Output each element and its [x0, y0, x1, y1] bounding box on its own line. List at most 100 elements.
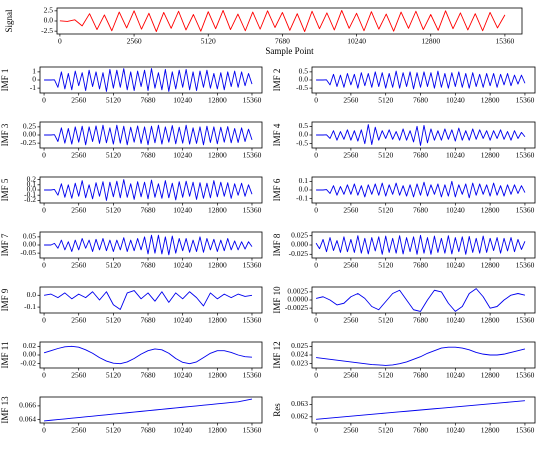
- x-tick-label: 7680: [413, 371, 428, 380]
- y-tick-label: 0.063: [291, 399, 308, 408]
- y-tick-label: -0.5: [296, 138, 308, 147]
- x-tick-label: 2560: [71, 261, 86, 270]
- y-axis-label: IMF 4: [272, 123, 282, 146]
- y-axis-label: IMF 9: [0, 288, 10, 311]
- x-tick-label: 12800: [208, 426, 227, 435]
- signal-line: [44, 124, 253, 146]
- signal-line: [43, 290, 253, 310]
- y-axis-label: IMF 8: [272, 233, 282, 256]
- y-axis-label: IMF 13: [0, 396, 10, 424]
- x-tick-label: 5120: [378, 206, 393, 215]
- y-tick-label: -0.25: [20, 138, 36, 147]
- y-tick-label: 0.0: [27, 185, 37, 194]
- signal-line: [315, 288, 526, 312]
- x-tick-label: 5120: [378, 151, 393, 160]
- x-tick-label: 7680: [141, 261, 156, 270]
- x-tick-label: 5120: [106, 151, 121, 160]
- x-tick-label: 5120: [106, 316, 121, 325]
- x-tick-label: 7680: [141, 316, 156, 325]
- x-tick-label: 2560: [343, 316, 358, 325]
- x-tick-label: 10240: [446, 316, 465, 325]
- x-tick-label: 12800: [208, 151, 227, 160]
- x-tick-label: 12800: [481, 371, 500, 380]
- y-tick-label: -0.0025: [285, 303, 308, 312]
- x-tick-label: 15360: [243, 151, 262, 160]
- y-tick-label: -0.05: [20, 248, 36, 257]
- y-tick-label: 0.25: [23, 122, 36, 131]
- y-tick-label: 0.0025: [287, 287, 308, 296]
- y-axis-label: IMF 1: [0, 69, 10, 92]
- y-tick-label: 0: [32, 75, 36, 84]
- x-tick-label: 0: [58, 37, 62, 46]
- x-tick-label: 5120: [378, 371, 393, 380]
- x-tick-label: 2560: [343, 371, 358, 380]
- y-tick-label: -0.02: [20, 358, 36, 367]
- signal-line: [44, 68, 253, 92]
- signal-line: [316, 346, 526, 366]
- y-axis-label: Res: [272, 403, 282, 417]
- signal-line: [43, 345, 253, 365]
- y-tick-label: 2.5: [44, 6, 54, 15]
- x-tick-label: 5120: [378, 316, 393, 325]
- x-tick-label: 7680: [275, 37, 290, 46]
- x-tick-label: 15360: [516, 316, 535, 325]
- y-axis-label: IMF 7: [0, 233, 10, 256]
- x-tick-label: 12800: [208, 96, 227, 105]
- y-tick-label: 0.0000: [287, 295, 308, 304]
- y-tick-label: 0.064: [19, 414, 36, 423]
- x-tick-label: 7680: [141, 426, 156, 435]
- y-axis-label: IMF 11: [0, 342, 10, 369]
- x-tick-label: 5120: [378, 426, 393, 435]
- y-tick-label: 0.023: [291, 358, 308, 367]
- y-axis-label: IMF 6: [272, 178, 282, 201]
- x-tick-label: 2560: [343, 96, 358, 105]
- x-tick-label: 15360: [516, 206, 535, 215]
- x-tick-label: 15360: [243, 316, 262, 325]
- x-tick-label: 15360: [243, 426, 262, 435]
- y-axis-label: IMF 10: [272, 286, 282, 314]
- x-tick-label: 7680: [413, 316, 428, 325]
- x-tick-label: 10240: [446, 206, 465, 215]
- x-tick-label: 2560: [71, 206, 86, 215]
- signal-line: [316, 70, 526, 90]
- x-tick-label: 10240: [446, 261, 465, 270]
- x-tick-label: 15360: [516, 261, 535, 270]
- x-tick-label: 12800: [208, 371, 227, 380]
- x-tick-label: 10240: [446, 151, 465, 160]
- y-tick-label: 0.0: [299, 130, 309, 139]
- axes-frame: [39, 396, 263, 424]
- x-tick-label: 12800: [481, 426, 500, 435]
- x-tick-label: 12800: [208, 261, 227, 270]
- x-tick-label: 15360: [516, 96, 535, 105]
- y-tick-label: -0.2: [24, 195, 36, 204]
- axes-frame: [39, 286, 263, 314]
- y-tick-label: 0.000: [291, 240, 308, 249]
- y-tick-label: 0.5: [299, 121, 309, 130]
- x-tick-label: 2560: [71, 96, 86, 105]
- y-axis-label: IMF 2: [272, 69, 282, 92]
- x-tick-label: 7680: [141, 206, 156, 215]
- x-tick-label: 10240: [446, 96, 465, 105]
- x-tick-label: 10240: [173, 261, 192, 270]
- axes-frame: [311, 396, 536, 424]
- x-tick-label: 2560: [71, 371, 86, 380]
- y-tick-label: 0.0: [44, 16, 54, 25]
- y-tick-label: -0.025: [289, 249, 309, 258]
- y-tick-label: 0.062: [291, 412, 308, 421]
- y-tick-label: 0.066: [19, 401, 36, 410]
- x-tick-label: 12800: [481, 206, 500, 215]
- axes-frame: [311, 286, 536, 314]
- signal-line: [316, 400, 525, 420]
- y-tick-label: 0.0: [27, 290, 37, 299]
- x-tick-label: 15360: [516, 151, 535, 160]
- x-tick-label: 7680: [413, 206, 428, 215]
- y-tick-label: 0.0: [299, 185, 309, 194]
- y-tick-label: 0.00: [23, 130, 36, 139]
- x-tick-label: 7680: [141, 96, 156, 105]
- x-tick-label: 2560: [343, 261, 358, 270]
- x-axis-label: Sample Point: [265, 46, 314, 56]
- signal-line: [316, 180, 526, 199]
- x-tick-label: 5120: [201, 37, 216, 46]
- x-tick-label: 10240: [446, 426, 465, 435]
- x-tick-label: 0: [42, 206, 46, 215]
